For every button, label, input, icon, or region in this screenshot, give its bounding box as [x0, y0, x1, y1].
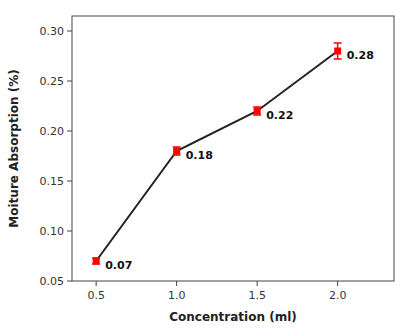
y-axis-label: Moiture Absorption (%)	[7, 69, 21, 227]
y-tick	[67, 31, 72, 32]
data-label: 0.18	[186, 149, 213, 162]
error-bar	[253, 107, 261, 115]
data-label: 0.22	[266, 109, 293, 122]
chart: 0.05 0.10 0.15 0.20 0.25 0.30 0.5 1.0 1.5 2.0 Conc…	[0, 0, 412, 333]
marker	[254, 108, 261, 115]
data-label: 0.28	[347, 49, 374, 62]
y-tick	[67, 231, 72, 232]
y-tick-label: 0.30	[40, 25, 65, 38]
plot-frame	[72, 16, 394, 281]
x-tick	[337, 281, 338, 286]
y-tick	[67, 81, 72, 82]
error-bar	[334, 43, 342, 59]
y-tick-label: 0.25	[40, 75, 65, 88]
x-tick-label: 1.0	[168, 289, 186, 302]
marker	[173, 148, 180, 155]
x-tick	[257, 281, 258, 286]
y-tick-label: 0.20	[40, 125, 65, 138]
y-tick-label: 0.05	[40, 275, 65, 288]
y-tick-label: 0.10	[40, 225, 65, 238]
x-tick-label: 2.0	[329, 289, 347, 302]
marker	[93, 258, 100, 265]
x-axis-label: Concentration (ml)	[169, 310, 297, 324]
plot-area	[92, 43, 342, 265]
y-tick	[67, 131, 72, 132]
line	[96, 51, 338, 261]
y-tick	[67, 181, 72, 182]
x-tick	[176, 281, 177, 286]
y-tick	[67, 281, 72, 282]
x-tick-label: 1.5	[248, 289, 266, 302]
error-bar	[92, 258, 100, 264]
x-tick-label: 0.5	[87, 289, 105, 302]
x-tick	[96, 281, 97, 286]
marker	[334, 48, 341, 55]
data-label: 0.07	[105, 259, 132, 272]
error-bar	[173, 147, 181, 155]
y-tick-label: 0.15	[40, 175, 65, 188]
